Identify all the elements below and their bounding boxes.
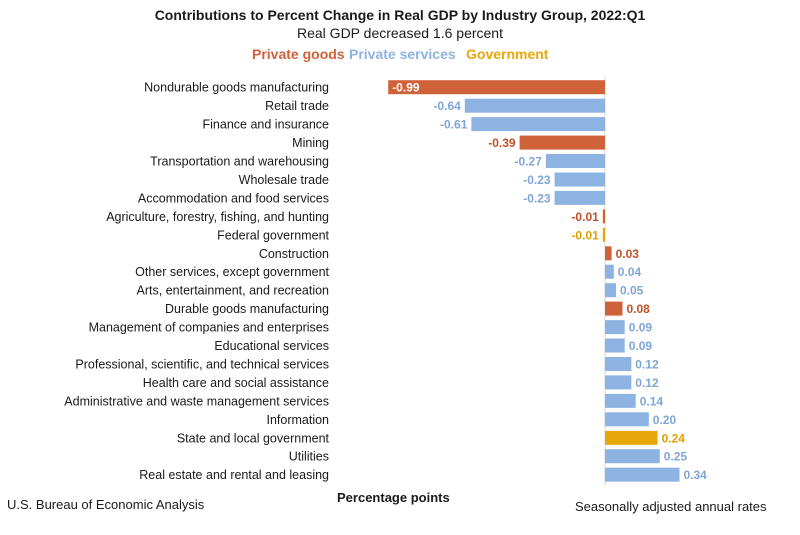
data-label: 0.04 [618, 265, 642, 279]
category-label: Administrative and waste management serv… [64, 394, 329, 408]
data-label: 0.20 [653, 413, 677, 427]
bar [605, 430, 658, 445]
bar [464, 98, 605, 113]
category-label: Information [266, 413, 329, 427]
data-label: 0.08 [627, 302, 651, 316]
bar [605, 393, 636, 408]
category-label: Professional, scientific, and technical … [75, 357, 329, 371]
category-label: Federal government [217, 228, 329, 242]
bar [605, 467, 680, 482]
category-label: Wholesale trade [239, 173, 329, 187]
bar [605, 357, 632, 371]
category-label: Arts, entertainment, and recreation [137, 284, 330, 298]
source-note: U.S. Bureau of Economic Analysis [7, 497, 205, 512]
bar [602, 209, 605, 224]
category-label: Health care and social assistance [143, 376, 329, 390]
category-label: Utilities [289, 450, 329, 464]
bar [554, 172, 605, 187]
legend-private-goods: Private goods [252, 46, 345, 62]
category-label: Durable goods manufacturing [165, 302, 329, 316]
category-label: Accommodation and food services [138, 191, 329, 205]
chart-title: Contributions to Percent Change in Real … [154, 7, 646, 23]
bar [605, 449, 660, 464]
legend-private-services: Private services [349, 46, 456, 62]
bar [605, 264, 614, 279]
data-label: 0.03 [616, 247, 640, 261]
bar [605, 283, 616, 298]
category-label: Nondurable goods manufacturing [144, 81, 329, 95]
data-label: -0.27 [515, 155, 543, 169]
category-label: Educational services [214, 339, 329, 353]
bar [554, 190, 605, 205]
x-axis-label: Percentage points [337, 490, 450, 505]
bar [471, 117, 605, 132]
category-label: State and local government [177, 431, 330, 445]
category-label: Retail trade [265, 99, 329, 113]
bar [388, 80, 605, 95]
chart-subtitle: Real GDP decreased 1.6 percent [297, 25, 503, 41]
bar [605, 375, 632, 390]
data-label: -0.23 [523, 191, 551, 205]
bar [519, 135, 605, 150]
category-label: Mining [292, 136, 329, 150]
data-label: -0.64 [433, 99, 461, 113]
category-label: Finance and insurance [203, 118, 330, 132]
data-label: 0.25 [664, 450, 688, 464]
rates-note: Seasonally adjusted annual rates [575, 499, 767, 514]
category-label: Real estate and rental and leasing [139, 468, 329, 482]
data-label: -0.01 [571, 210, 599, 224]
data-label: -0.01 [571, 228, 599, 242]
legend: Private goods Private services Governmen… [0, 46, 800, 64]
data-label: -0.23 [523, 173, 551, 187]
data-label: -0.61 [440, 118, 468, 132]
legend-government: Government [466, 46, 549, 62]
category-label: Other services, except government [135, 265, 329, 279]
bar [605, 412, 649, 427]
bar [602, 227, 605, 242]
data-label: 0.12 [635, 357, 659, 371]
category-label: Agriculture, forestry, fishing, and hunt… [106, 210, 329, 224]
data-label: 0.14 [640, 394, 664, 408]
data-label: 0.09 [629, 321, 653, 335]
category-label: Management of companies and enterprises [89, 321, 329, 335]
category-label: Transportation and warehousing [150, 155, 329, 169]
bar [605, 246, 612, 261]
data-label: 0.09 [629, 339, 653, 353]
data-label: 0.05 [620, 284, 644, 298]
bar [605, 338, 625, 353]
bar [605, 301, 623, 316]
data-label: 0.12 [635, 376, 659, 390]
data-label: 0.24 [662, 431, 686, 445]
data-label: -0.39 [488, 136, 516, 150]
category-label: Construction [259, 247, 329, 261]
bar [605, 320, 625, 335]
bar [545, 154, 605, 168]
data-label: 0.34 [684, 468, 708, 482]
data-label: -0.99 [392, 81, 420, 95]
